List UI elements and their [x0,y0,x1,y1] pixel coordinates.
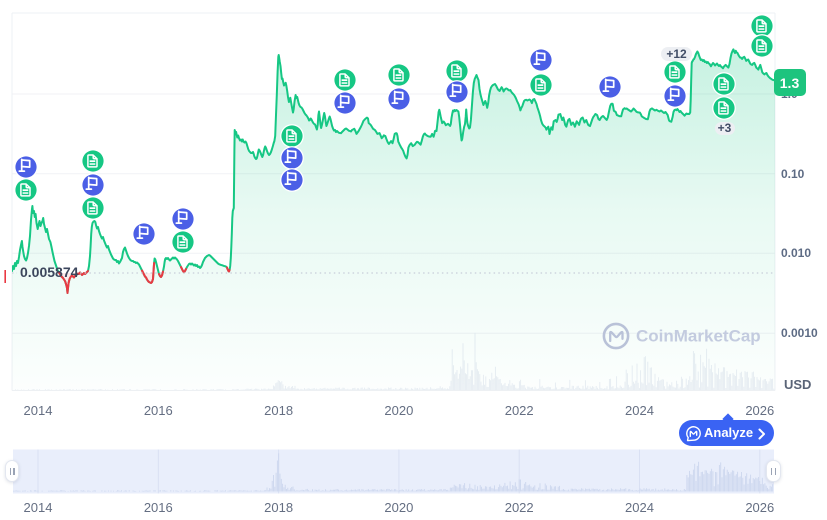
svg-text:CoinMarketCap: CoinMarketCap [636,327,761,346]
